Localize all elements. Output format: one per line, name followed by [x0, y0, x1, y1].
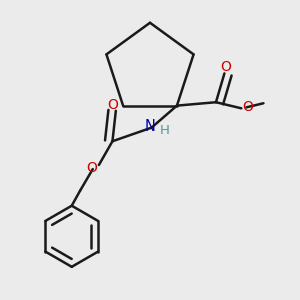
Text: O: O [108, 98, 118, 112]
Text: O: O [242, 100, 253, 114]
Text: N: N [144, 119, 155, 134]
Text: O: O [221, 60, 232, 74]
Text: H: H [159, 124, 169, 137]
Text: O: O [86, 161, 97, 175]
